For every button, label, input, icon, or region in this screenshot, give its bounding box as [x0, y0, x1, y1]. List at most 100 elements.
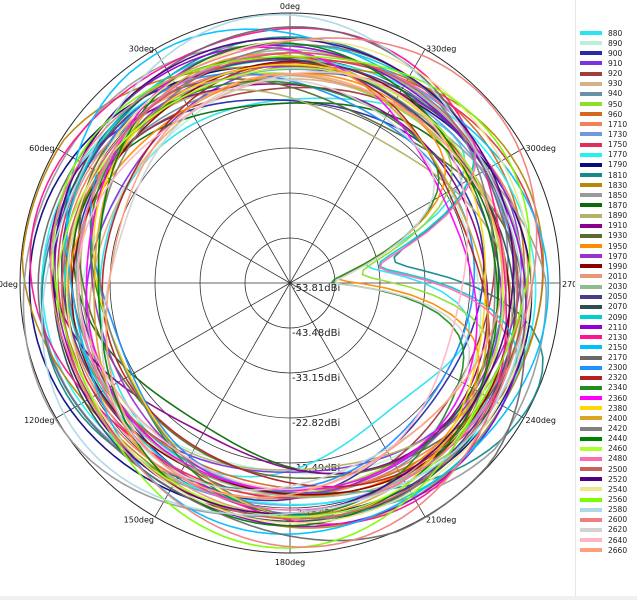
legend-label: 2170: [608, 353, 628, 363]
legend-swatch: [580, 264, 602, 269]
legend-swatch: [580, 538, 602, 543]
legend-item-1910: 1910: [576, 221, 637, 231]
angle-tick-label: 60deg: [29, 144, 54, 153]
legend-swatch: [580, 81, 602, 86]
legend-label: 2380: [608, 403, 628, 413]
legend-swatch: [580, 203, 602, 208]
legend-item-2010: 2010: [576, 271, 637, 281]
angle-tick-label: 300deg: [526, 144, 556, 153]
legend-swatch: [580, 193, 602, 198]
legend-swatch: [580, 426, 602, 431]
legend-swatch: [580, 254, 602, 259]
legend-item-1790: 1790: [576, 160, 637, 170]
legend-swatch: [580, 416, 602, 421]
series-line-2480: [77, 51, 510, 511]
legend-item-880: 880: [576, 28, 637, 38]
legend-label: 1750: [608, 140, 628, 150]
legend-swatch: [580, 41, 602, 46]
series-line-2580: [41, 13, 525, 516]
legend-label: 1910: [608, 221, 628, 231]
legend-swatch: [580, 436, 602, 441]
legend-item-2070: 2070: [576, 302, 637, 312]
legend-swatch: [580, 477, 602, 482]
legend-item-1770: 1770: [576, 150, 637, 160]
legend-item-2660: 2660: [576, 545, 637, 555]
series-line-2660: [105, 73, 504, 499]
legend-label: 1870: [608, 200, 628, 210]
legend-label: 2600: [608, 515, 628, 525]
series-line-2030: [75, 48, 528, 499]
legend-item-920: 920: [576, 69, 637, 79]
legend-label: 2540: [608, 484, 628, 494]
radial-tick-label: -43.48dBi: [292, 328, 340, 339]
legend-swatch: [580, 132, 602, 137]
legend-swatch: [580, 517, 602, 522]
radial-tick-label: -22.82dBi: [292, 418, 340, 429]
legend-swatch: [580, 497, 602, 502]
legend-swatch: [580, 244, 602, 249]
legend-swatch: [580, 355, 602, 360]
legend-item-1730: 1730: [576, 129, 637, 139]
polar-grid-spoke: [289, 48, 426, 284]
legend-label: 2070: [608, 302, 628, 312]
legend-item-910: 910: [576, 58, 637, 68]
legend-label: 2480: [608, 454, 628, 464]
legend-label: 1810: [608, 170, 628, 180]
legend-item-900: 900: [576, 48, 637, 58]
legend-swatch: [580, 385, 602, 390]
legend-item-930: 930: [576, 79, 637, 89]
series-line-2420: [97, 44, 496, 520]
angle-tick-label: 270deg: [562, 280, 575, 289]
legend-swatch: [580, 294, 602, 299]
legend-swatch: [580, 456, 602, 461]
legend-item-2300: 2300: [576, 363, 637, 373]
legend-label: 2400: [608, 413, 628, 423]
legend-label: 2520: [608, 474, 628, 484]
legend-label: 880: [608, 28, 623, 38]
legend-swatch: [580, 112, 602, 117]
legend-label: 890: [608, 38, 623, 48]
legend-swatch: [580, 183, 602, 188]
legend-label: 1970: [608, 251, 628, 261]
legend-label: 2360: [608, 393, 628, 403]
legend-item-2600: 2600: [576, 515, 637, 525]
legend-swatch: [580, 233, 602, 238]
legend-item-2480: 2480: [576, 454, 637, 464]
legend-label: 2340: [608, 383, 628, 393]
legend-item-2030: 2030: [576, 282, 637, 292]
legend-swatch: [580, 548, 602, 553]
legend-item-1710: 1710: [576, 119, 637, 129]
series-line-1770: [41, 58, 537, 506]
angle-tick-label: 210deg: [426, 516, 456, 525]
angle-tick-label: 120deg: [24, 416, 54, 425]
series-line-2600: [49, 37, 538, 548]
legend-label: 2050: [608, 292, 628, 302]
legend-swatch: [580, 51, 602, 56]
legend-item-2090: 2090: [576, 312, 637, 322]
series-line-2640: [76, 71, 469, 491]
series-line-2560: [52, 55, 531, 549]
series-line-1910: [49, 83, 489, 475]
legend-label: 2420: [608, 424, 628, 434]
legend-item-1890: 1890: [576, 211, 637, 221]
legend-label: 940: [608, 89, 623, 99]
legend-item-1990: 1990: [576, 261, 637, 271]
legend-swatch: [580, 213, 602, 218]
legend-swatch: [580, 375, 602, 380]
angle-tick-label: 150deg: [124, 516, 154, 525]
legend-item-1810: 1810: [576, 170, 637, 180]
legend-swatch: [580, 142, 602, 147]
angle-tick-label: 240deg: [526, 416, 556, 425]
legend-label: 2460: [608, 444, 628, 454]
polar-grid-spoke: [55, 282, 291, 419]
angle-tick-label: 0deg: [280, 2, 300, 11]
legend-item-2050: 2050: [576, 292, 637, 302]
legend-item-2580: 2580: [576, 505, 637, 515]
legend-swatch: [580, 122, 602, 127]
series-line-1830: [21, 65, 545, 529]
legend-item-2170: 2170: [576, 353, 637, 363]
legend-item-2460: 2460: [576, 444, 637, 454]
legend-swatch: [580, 487, 602, 492]
legend-item-890: 890: [576, 38, 637, 48]
series-line-1890: [79, 89, 513, 471]
